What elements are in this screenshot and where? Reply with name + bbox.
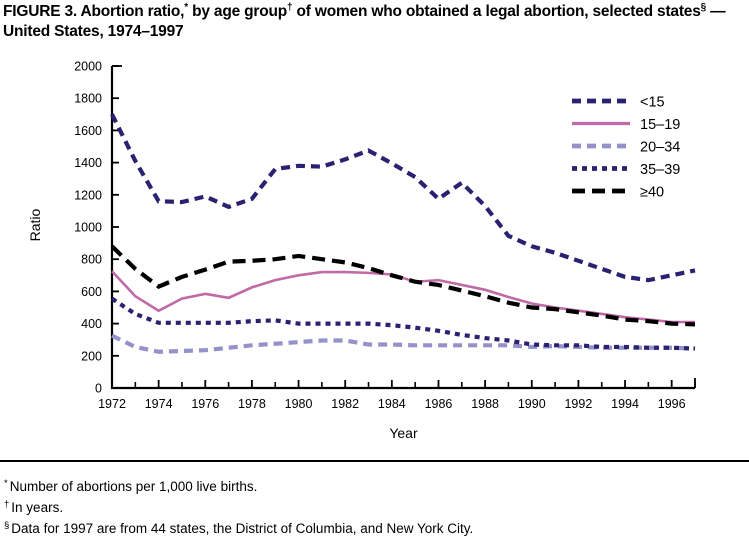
x-tick-label: 1990 <box>518 397 546 411</box>
legend-label-age35_39: 35–39 <box>640 162 680 178</box>
legend-label-under15: <15 <box>640 95 665 111</box>
x-tick-label: 1992 <box>564 397 592 411</box>
y-axis-ticks: 0 200 400 600 800 1000 1200 1400 1600 1800 2000 <box>74 60 119 396</box>
y-tick-label: 1800 <box>74 92 102 106</box>
footnote-text: Data for 1997 are from 44 states, the Di… <box>11 521 474 536</box>
title-footnote-mark-1: * <box>184 1 188 13</box>
x-tick-label: 1974 <box>145 397 173 411</box>
series-line-age35_39 <box>110 296 696 351</box>
x-tick-label: 1994 <box>611 397 639 411</box>
line-chart: 0 200 400 600 800 1000 1200 1400 1600 1800 2000 19… <box>27 60 696 441</box>
y-axis-title: Ratio <box>27 208 43 241</box>
x-tick-label: 1976 <box>191 397 219 411</box>
axis-frame <box>110 66 695 390</box>
x-axis-ticks: 1972 1974 1976 1978 1980 1982 1984 1986 1988 1990… <box>98 380 696 411</box>
x-tick-label: 1988 <box>471 397 499 411</box>
y-tick-label: 1400 <box>74 156 102 170</box>
y-tick-label: 1600 <box>74 124 102 138</box>
x-tick-label: 1972 <box>98 397 126 411</box>
y-tick-label: 200 <box>81 349 102 363</box>
footnote-mark: † <box>4 498 10 510</box>
y-tick-label: 0 <box>95 382 102 396</box>
title-text-part-3: of women who obtained a legal abortion, <box>292 3 589 20</box>
legend-label-age15_19: 15–19 <box>640 117 680 133</box>
footnote-2: † In years. <box>4 497 744 518</box>
x-tick-label: 1996 <box>658 397 686 411</box>
footnote-text: Number of abortions per 1,000 live birth… <box>9 479 258 494</box>
title-text-part-1: FIGURE 3. Abortion ratio, <box>3 3 185 20</box>
y-tick-label: 800 <box>81 253 102 267</box>
x-tick-label: 1982 <box>331 397 359 411</box>
legend-label-age20_34: 20–34 <box>640 140 680 156</box>
title-text-part-4: selected states <box>592 3 701 20</box>
data-series-group <box>110 113 696 354</box>
footnotes-block: * Number of abortions per 1,000 live birt… <box>4 476 744 539</box>
chart-container: 0 200 400 600 800 1000 1200 1400 1600 1800 2000 19… <box>0 55 749 455</box>
x-tick-label: 1984 <box>378 397 406 411</box>
chart-legend: <15 15–19 20–34 35–39 ≥40 <box>572 95 680 201</box>
x-axis-title: Year <box>389 425 418 441</box>
footnote-mark: § <box>4 519 10 531</box>
x-tick-label: 1978 <box>238 397 266 411</box>
x-tick-label: 1980 <box>285 397 313 411</box>
footnote-1: * Number of abortions per 1,000 live birt… <box>4 476 744 497</box>
footnote-mark: * <box>4 477 8 489</box>
y-tick-label: 1000 <box>74 221 102 235</box>
footnote-3: § Data for 1997 are from 44 states, the D… <box>4 518 744 539</box>
page-title: FIGURE 3. Abortion ratio,* by age group†… <box>3 2 747 42</box>
title-footnote-mark-2: † <box>287 1 293 13</box>
title-text-part-5: — United States, 1974–1997 <box>3 3 726 40</box>
legend-label-age40plus: ≥40 <box>640 185 664 201</box>
y-tick-label: 2000 <box>74 60 102 74</box>
axis-lines <box>110 65 696 390</box>
series-line-age15_19 <box>111 270 695 324</box>
x-tick-label: 1986 <box>425 397 453 411</box>
series-line-under15 <box>110 113 696 283</box>
title-text-part-2: by age group <box>188 3 288 20</box>
y-tick-label: 600 <box>81 285 102 299</box>
title-footnote-mark-3: § <box>700 1 707 13</box>
footnote-text: In years. <box>11 500 64 515</box>
series-line-age40plus <box>110 244 696 327</box>
series-line-age20_34 <box>111 333 696 354</box>
y-tick-label: 1200 <box>74 188 102 202</box>
y-tick-label: 400 <box>81 317 102 331</box>
horizontal-divider <box>0 460 749 462</box>
